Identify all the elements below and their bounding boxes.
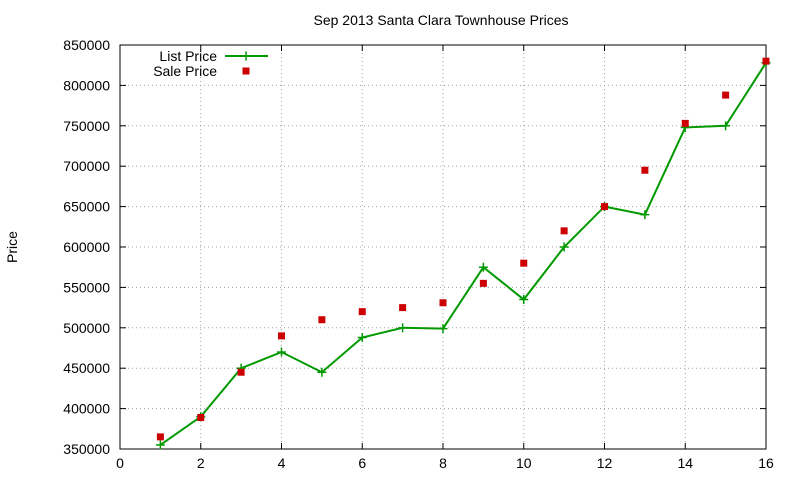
data-point-sale-price — [641, 166, 649, 174]
data-point-sale-price — [358, 308, 366, 316]
legend-marker-list-price — [241, 51, 251, 61]
axis-ticks — [119, 44, 767, 450]
x-tick-label: 10 — [516, 455, 532, 471]
y-tick-label: 750000 — [63, 118, 110, 134]
x-tick-label: 8 — [439, 455, 447, 471]
grid-lines — [120, 45, 766, 449]
data-point-sale-price — [156, 433, 164, 441]
data-point-sale-price — [479, 279, 487, 287]
y-tick-label: 850000 — [63, 37, 110, 53]
data-point-list-price — [398, 323, 408, 333]
chart-title: Sep 2013 Santa Clara Townhouse Prices — [313, 12, 568, 28]
data-point-list-price — [519, 295, 529, 305]
data-point-sale-price — [439, 299, 447, 307]
y-tick-label: 500000 — [63, 320, 110, 336]
legend-cross-list-price — [241, 51, 251, 61]
data-point-sale-price — [197, 413, 205, 421]
y-tick-label: 700000 — [63, 158, 110, 174]
y-tick-label: 350000 — [63, 441, 110, 457]
data-point-sale-price — [601, 203, 608, 211]
data-point-sale-price — [399, 304, 407, 312]
data-point-sale-price — [762, 57, 770, 65]
data-point-sale-price — [681, 119, 689, 127]
data-point-list-price — [478, 262, 488, 272]
y-tick-label: 550000 — [63, 279, 110, 295]
data-point-sale-price — [560, 227, 568, 235]
x-tick-label: 6 — [358, 455, 366, 471]
data-point-list-price — [640, 210, 650, 220]
series-line-list-price — [159, 62, 767, 446]
data-point-list-price — [559, 242, 569, 252]
data-point-list-price — [721, 121, 731, 131]
data-point-sale-price — [237, 368, 245, 376]
data-point-list-price — [357, 332, 367, 342]
data-point-sale-price — [520, 259, 528, 267]
y-tick-label: 650000 — [63, 199, 110, 215]
data-point-list-price — [155, 440, 165, 450]
legend-label-list-price: List Price — [159, 48, 217, 64]
x-tick-label: 14 — [677, 455, 693, 471]
data-point-list-price — [317, 367, 327, 377]
y-tick-label: 800000 — [63, 77, 110, 93]
data-point-list-price — [277, 347, 286, 357]
data-point-sale-price — [278, 332, 285, 340]
x-tick-label: 16 — [758, 455, 774, 471]
y-axis-label: Price — [4, 231, 20, 263]
data-point-list-price — [438, 324, 448, 334]
y-tick-label: 400000 — [63, 401, 110, 417]
series-layer — [155, 57, 771, 450]
x-tick-label: 12 — [597, 455, 613, 471]
legend-label-sale-price: Sale Price — [153, 63, 217, 79]
y-tick-label: 450000 — [63, 360, 110, 376]
data-point-sale-price — [722, 91, 730, 99]
x-tick-label: 2 — [197, 455, 205, 471]
legend: List Price Sale Price — [153, 48, 268, 79]
y-tick-label: 600000 — [63, 239, 110, 255]
x-tick-labels: 0 2 4 6 8 10 12 14 16 — [116, 455, 774, 471]
y-tick-labels: 350000 400000 450000 500000 550000 600000 6500… — [63, 37, 110, 457]
legend-swatch-sale-price — [242, 67, 250, 75]
data-point-sale-price — [318, 316, 326, 324]
x-tick-label: 0 — [116, 455, 124, 471]
x-tick-label: 4 — [278, 455, 286, 471]
